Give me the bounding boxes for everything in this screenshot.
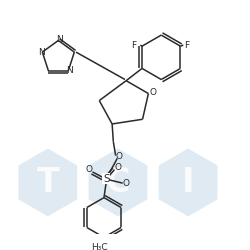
Text: N: N: [38, 48, 44, 56]
Text: H₃C: H₃C: [91, 242, 108, 250]
Text: I: I: [182, 166, 194, 199]
Text: S: S: [103, 174, 110, 184]
Text: O: O: [123, 179, 130, 188]
Text: T: T: [36, 166, 59, 199]
Polygon shape: [159, 148, 218, 216]
Text: F: F: [184, 40, 190, 50]
Text: N: N: [56, 35, 63, 44]
Text: O: O: [114, 163, 121, 172]
Text: O: O: [149, 88, 156, 97]
Text: C: C: [106, 166, 130, 199]
Text: O: O: [116, 152, 123, 161]
Polygon shape: [18, 148, 77, 216]
Text: N: N: [66, 66, 73, 76]
Polygon shape: [88, 148, 147, 216]
Text: F: F: [131, 40, 136, 50]
Text: O: O: [85, 165, 92, 174]
